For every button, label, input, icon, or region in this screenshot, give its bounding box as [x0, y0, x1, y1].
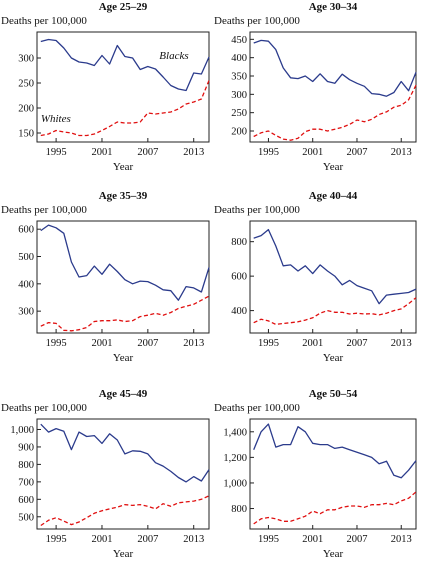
- chart-title: Age 50–54: [309, 388, 358, 400]
- y-tick-label: 450: [231, 35, 247, 46]
- y-tick-label: 200: [18, 104, 34, 115]
- y-tick-label: 400: [18, 279, 34, 290]
- series-line-whites: [253, 491, 417, 525]
- x-tick-label: 2001: [91, 534, 112, 545]
- chart-title: Age 25–29: [99, 1, 148, 13]
- y-tick-label: 800: [231, 504, 247, 515]
- x-tick-label: 2001: [91, 338, 112, 349]
- y-tick-label: 250: [18, 79, 34, 90]
- y-axis-label: Deaths per 100,000: [214, 402, 300, 414]
- y-tick-label: 250: [231, 108, 247, 119]
- y-tick-label: 700: [18, 477, 34, 488]
- x-tick-label: 2001: [302, 534, 323, 545]
- chart-panel-2: Age 30–34 Deaths per 100,000 Year 200 250 300…: [214, 1, 417, 173]
- y-tick-label: 900: [18, 442, 34, 453]
- y-tick-label: 500: [18, 512, 34, 523]
- x-axis-label: Year: [113, 161, 134, 173]
- y-tick-label: 300: [231, 90, 247, 101]
- x-tick-label: 1995: [46, 534, 67, 545]
- x-axis-label: Year: [113, 548, 134, 560]
- y-axis-label: Deaths per 100,000: [214, 15, 300, 27]
- x-tick-label: 2007: [346, 147, 367, 158]
- y-tick-label: 800: [231, 237, 247, 248]
- x-tick-label: 1995: [258, 338, 279, 349]
- y-tick-label: 600: [18, 225, 34, 236]
- x-tick-label: 1995: [258, 534, 279, 545]
- y-tick-label: 400: [231, 306, 247, 317]
- y-tick-label: 500: [18, 252, 34, 263]
- chart-title: Age 35–39: [99, 190, 148, 202]
- y-tick-label: 600: [231, 272, 247, 283]
- plot-frame: [36, 31, 210, 143]
- y-tick-label: 350: [231, 72, 247, 83]
- chart-panel-6: Age 50–54 Deaths per 100,000 Year 800 1,000 1…: [214, 388, 417, 560]
- x-tick-label: 2013: [391, 147, 412, 158]
- series-line-whites: [40, 295, 210, 332]
- x-tick-label: 2007: [346, 534, 367, 545]
- y-tick-label: 600: [18, 495, 34, 506]
- y-tick-label: 800: [18, 460, 34, 471]
- y-tick-label: 200: [231, 127, 247, 138]
- x-tick-label: 2013: [183, 147, 204, 158]
- y-tick-label: 1,400: [223, 427, 247, 438]
- y-tick-label: 1,000: [10, 425, 34, 436]
- y-tick-label: 150: [18, 129, 34, 140]
- series-line-whites: [40, 495, 210, 527]
- series-line-blacks: [253, 228, 417, 305]
- x-tick-label: 1995: [46, 147, 67, 158]
- x-tick-label: 2013: [391, 338, 412, 349]
- series-label-whites: Whites: [41, 113, 71, 125]
- x-tick-label: 2001: [302, 338, 323, 349]
- y-axis-label: Deaths per 100,000: [214, 204, 300, 216]
- chart-panel-3: Age 35–39 Deaths per 100,000 Year 300 400 500…: [1, 190, 210, 364]
- x-axis-label: Year: [323, 548, 344, 560]
- series-line-blacks: [40, 38, 210, 92]
- x-tick-label: 1995: [46, 338, 67, 349]
- y-tick-label: 400: [231, 53, 247, 64]
- y-tick-label: 1,200: [223, 453, 247, 464]
- x-tick-label: 1995: [258, 147, 279, 158]
- y-axis-label: Deaths per 100,000: [1, 15, 87, 27]
- chart-panel-4: Age 40–44 Deaths per 100,000 Year 400 600 800…: [214, 190, 417, 364]
- x-tick-label: 2007: [346, 338, 367, 349]
- y-axis-label: Deaths per 100,000: [1, 402, 87, 414]
- x-axis-label: Year: [323, 161, 344, 173]
- x-tick-label: 2013: [391, 534, 412, 545]
- series-line-blacks: [253, 39, 417, 97]
- series-line-blacks: [40, 423, 210, 483]
- x-tick-label: 2007: [137, 147, 158, 158]
- x-axis-label: Year: [113, 352, 134, 364]
- chart-title: Age 30–34: [309, 1, 358, 13]
- series-line-blacks: [40, 224, 210, 301]
- x-axis-label: Year: [323, 352, 344, 364]
- chart-panel-5: Age 45–49 Deaths per 100,000 Year 500 600 700…: [1, 388, 210, 560]
- y-tick-label: 300: [18, 307, 34, 318]
- x-tick-label: 2007: [137, 338, 158, 349]
- x-tick-label: 2007: [137, 534, 158, 545]
- x-tick-label: 2013: [183, 338, 204, 349]
- x-tick-label: 2001: [302, 147, 323, 158]
- x-tick-label: 2013: [183, 534, 204, 545]
- chart-panel-1: Age 25–29 Deaths per 100,000 Year 150 200 250…: [1, 1, 210, 173]
- y-tick-label: 300: [18, 54, 34, 65]
- plot-frame: [249, 220, 417, 334]
- y-tick-label: 1,000: [223, 478, 247, 489]
- plot-frame: [36, 418, 210, 530]
- plot-frame: [249, 418, 417, 530]
- series-label-blacks: Blacks: [159, 50, 188, 62]
- series-line-whites: [253, 297, 417, 326]
- chart-title: Age 40–44: [309, 190, 358, 202]
- plot-frame: [249, 31, 417, 143]
- plot-frame: [36, 220, 210, 334]
- series-line-whites: [253, 84, 417, 141]
- y-axis-label: Deaths per 100,000: [1, 204, 87, 216]
- chart-title: Age 45–49: [99, 388, 148, 400]
- x-tick-label: 2001: [91, 147, 112, 158]
- series-line-blacks: [253, 423, 417, 479]
- series-line-whites: [40, 80, 210, 137]
